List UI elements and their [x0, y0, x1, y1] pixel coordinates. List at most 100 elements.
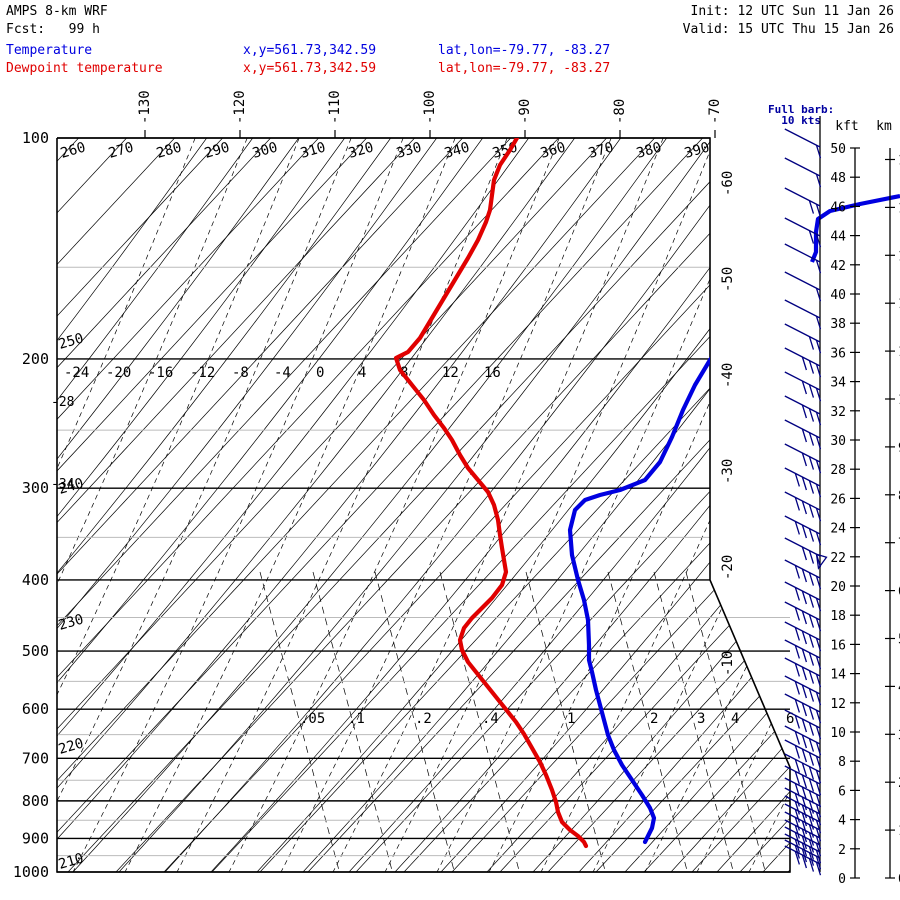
wind-barb-feather [815, 828, 822, 842]
grid-line [403, 138, 790, 872]
wind-barb-feather [808, 230, 815, 244]
wind-barb-feather [808, 766, 815, 780]
km-tick-label: 2. [898, 776, 900, 791]
wind-barb-feather [815, 532, 822, 546]
wind-barb-feather [794, 681, 800, 695]
km-tick-label: 12. [898, 297, 900, 312]
kft-tick-label: 2 [838, 843, 846, 858]
temperature-axis-label: -16 [148, 365, 173, 381]
theta-top-label: 340 [443, 139, 472, 161]
grid-line [685, 571, 777, 872]
wind-barb-feather [801, 524, 808, 539]
kft-tick-label: 46 [830, 200, 846, 215]
wind-barb-feather [801, 404, 808, 419]
wind-barb-feather [801, 734, 808, 749]
grid-line [595, 138, 790, 872]
km-tick-label: 7. [898, 537, 900, 552]
wind-barbs-group [784, 128, 828, 876]
barb-legend-line2: 10 kts [781, 114, 821, 127]
wind-barb-feather [808, 634, 815, 648]
wind-barb-feather [801, 828, 808, 843]
wind-barb-feather [794, 851, 800, 865]
theta-top-label: 280 [155, 139, 184, 161]
pressure-tick-label: 500 [22, 642, 49, 660]
mixing-ratio-label: 6 [786, 711, 794, 727]
grid-curve [394, 138, 790, 872]
isotherm-top-label: -110 [327, 90, 343, 124]
wind-barb-feather [815, 288, 822, 302]
grid-curve [57, 138, 391, 872]
wind-barb-feather [808, 832, 815, 846]
model-title: AMPS 8-km WRF [6, 4, 108, 19]
grid-curve [578, 138, 790, 872]
wind-barb-feather [815, 460, 822, 474]
wind-barb-feather [808, 336, 815, 350]
legend-dewpoint-latlon: lat,lon=-79.77, -83.27 [438, 61, 611, 76]
kft-tick-label: 14 [830, 668, 846, 683]
mixing-ratio-label: 1 [567, 711, 575, 727]
wind-barb-feather [808, 824, 815, 838]
km-tick-label: 5. [898, 632, 900, 647]
km-tick-label: 10. [898, 393, 900, 408]
wind-barb-feather [808, 432, 815, 446]
grid-curve [853, 138, 900, 872]
extra-temp-label: -28 [51, 395, 74, 410]
legend-dewpoint-xy: x,y=561.73,342.59 [243, 61, 377, 76]
wind-barb-feather [801, 452, 808, 467]
isotherm-top-label: -130 [137, 90, 153, 124]
grid-line [547, 138, 790, 872]
temperature-curve-upper [810, 193, 900, 263]
wind-barb-staff [784, 128, 821, 148]
plot-frame [56, 137, 791, 873]
pressure-tick-label: 100 [22, 129, 49, 147]
kft-tick-label: 40 [830, 288, 846, 303]
wind-barb-feather [808, 706, 815, 720]
kft-tick-label: 8 [838, 755, 846, 770]
temperature-curve [567, 193, 790, 845]
wind-barb-feather [815, 388, 822, 402]
pressure-tick-label: 300 [22, 479, 49, 497]
wind-barb-feather [801, 500, 808, 515]
theta-left-label: 250 [57, 330, 86, 352]
grid-line [525, 571, 617, 872]
theta-top-label: 300 [251, 139, 280, 161]
isotherm-right-label: -60 [720, 171, 736, 196]
pressure-tick-label: 1000 [13, 863, 49, 881]
grid-curve [540, 138, 790, 872]
km-axis-title: km [876, 119, 892, 134]
wind-barb-feather [801, 428, 808, 443]
isotherm-top-label: -120 [232, 90, 248, 124]
kft-tick-label: 6 [838, 784, 846, 799]
pressure-tick-label: 600 [22, 700, 49, 718]
wind-barb-feather [808, 528, 815, 542]
wind-barb-feather [801, 648, 808, 663]
wind-barb-feather [808, 858, 815, 872]
kft-tick-label: 38 [830, 317, 846, 332]
kft-tick-label: 44 [830, 230, 846, 245]
wind-barb-feather [808, 384, 815, 398]
wind-barb-feather [801, 590, 808, 605]
temperature-axis-label: 0 [316, 365, 324, 381]
kft-tick-label: 22 [830, 551, 846, 566]
wind-barb-feather [801, 748, 808, 763]
mixing-ratio-label: 4 [731, 711, 739, 727]
wind-barb-feather [815, 204, 822, 218]
km-tick-label: 13. [898, 249, 900, 264]
wind-barb-feather [794, 607, 800, 621]
pressure-tick-label: 700 [22, 749, 49, 767]
wind-barb-feather [808, 722, 815, 736]
grid-line [67, 138, 751, 872]
km-tick-label: 8. [898, 489, 900, 504]
grid-curve [228, 138, 560, 872]
wind-barb-feather [808, 778, 815, 792]
isotherm-right-label: -50 [720, 267, 736, 292]
grid-line [451, 138, 790, 872]
kft-tick-label: 0 [838, 872, 846, 887]
km-tick-label: 3. [898, 728, 900, 743]
grid-line [374, 571, 466, 872]
isotherm-top-label: -90 [517, 99, 533, 124]
wind-barb-feather [815, 692, 822, 706]
wind-barb-feather [815, 836, 822, 850]
wind-barb-feather [801, 684, 808, 699]
wind-barb-feather [801, 718, 808, 733]
